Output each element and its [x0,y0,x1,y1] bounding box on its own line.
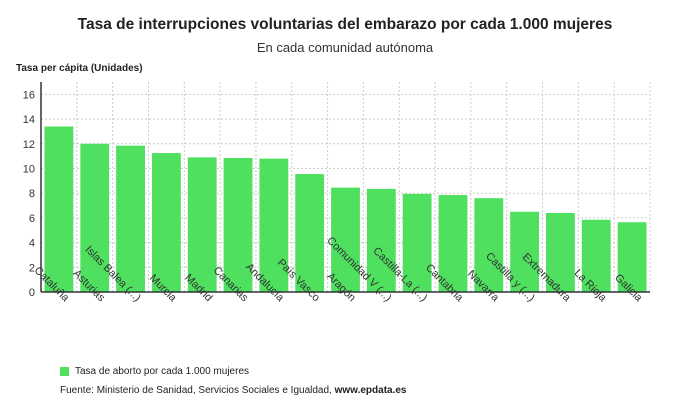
y-tick-label: 4 [29,238,35,250]
y-tick-label: 8 [29,188,35,200]
y-tick-label: 12 [23,139,35,151]
legend: Tasa de aborto por cada 1.000 mujeres [60,366,249,377]
bar [617,222,647,292]
legend-label: Tasa de aborto por cada 1.000 mujeres [75,366,249,377]
source-site: www.epdata.es [334,385,407,396]
bar [259,158,289,292]
bar [116,145,145,292]
bar [438,195,468,292]
y-tick-label: 14 [23,114,35,126]
bar [402,193,432,292]
bar [581,219,611,292]
y-tick-label: 2 [29,262,35,274]
y-tick-label: 10 [23,164,35,176]
y-axis-label: Tasa per cápita (Unidades) [16,63,143,74]
legend-swatch [60,367,69,376]
bar [366,188,396,292]
y-tick-label: 0 [29,287,35,299]
bar [474,198,504,292]
bar [223,158,253,292]
y-tick-label: 16 [23,89,35,101]
bar [187,157,217,292]
bar [295,174,325,292]
bar [44,126,74,292]
bar [151,153,181,292]
bar [546,212,575,292]
bar [80,143,110,292]
chart-subtitle: En cada comunidad autónoma [256,40,434,55]
chart-title: Tasa de interrupciones voluntarias del e… [77,16,613,33]
bar [510,211,540,292]
source-text: Fuente: Ministerio de Sanidad, Servicios… [60,385,335,396]
source-note: Fuente: Ministerio de Sanidad, Servicios… [60,385,406,396]
bar [331,187,360,292]
y-tick-label: 6 [29,213,35,225]
